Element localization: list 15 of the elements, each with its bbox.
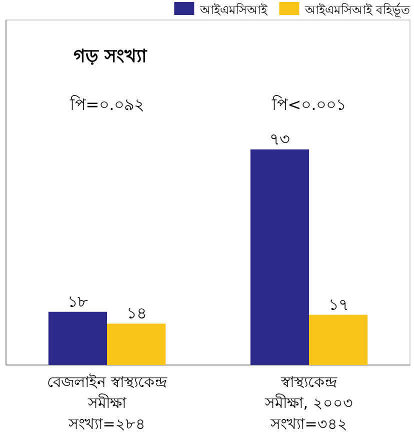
bar xyxy=(48,312,107,365)
chart-title: গড় সংখ্যা xyxy=(73,46,148,67)
legend-label: আইএমসিআই বহির্ভূত xyxy=(304,3,411,18)
bar xyxy=(107,324,166,365)
text: পি<০.০০১ xyxy=(270,95,346,114)
bar xyxy=(309,314,368,365)
data-label: ৭৩ xyxy=(270,129,290,148)
x-tick-label: বেজলাইন স্বাস্থ্যকেন্দ্র সমীক্ষা সংখ্যা=২৮৪ xyxy=(47,373,168,433)
data-label: ১৭ xyxy=(328,294,348,314)
data-label: ১৮ xyxy=(68,292,89,311)
bar xyxy=(250,149,309,365)
data-label: ১৪ xyxy=(126,304,146,323)
x-tick-label: স্বাস্থ্যকেন্দ্র সমীক্ষা, ২০০৩ সংখ্যা=৩৪২ xyxy=(264,373,353,433)
legend-label: আইএমসিআই xyxy=(199,3,268,17)
text: পি=০.০৯২ xyxy=(68,95,144,114)
